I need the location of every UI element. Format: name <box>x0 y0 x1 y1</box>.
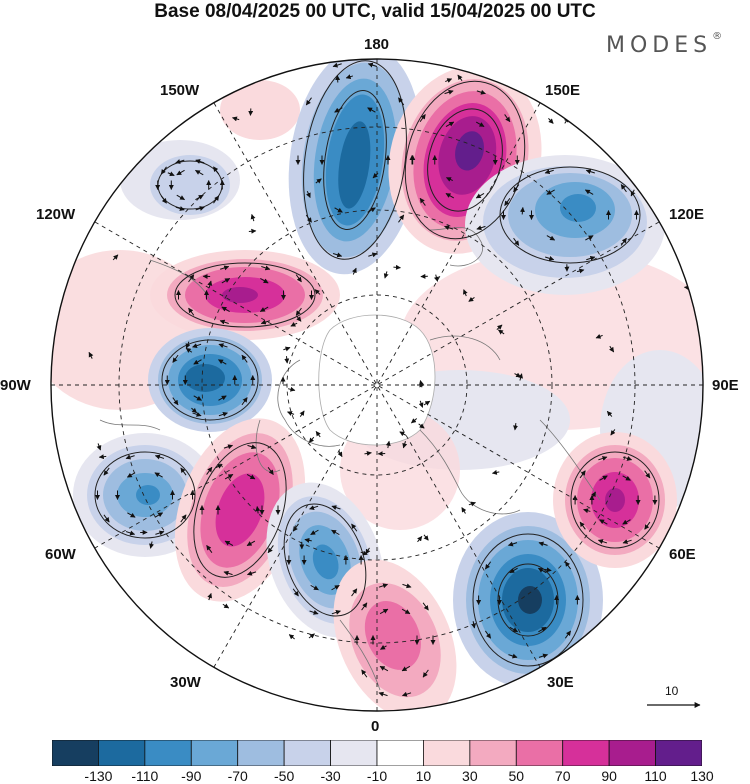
negative-anomaly-150w <box>150 155 230 215</box>
colorbar <box>52 740 702 766</box>
lon-label-0: 0 <box>371 718 379 735</box>
colorbar-swatch <box>470 740 516 766</box>
colorbar-swatch <box>145 740 191 766</box>
lon-label-30w: 30W <box>170 674 201 691</box>
colorbar-tick-label: 10 <box>416 768 432 784</box>
negative-anomaly-90w <box>148 328 272 432</box>
vector-scale-label: 10 <box>665 684 678 698</box>
lon-label-90e: 90E <box>712 377 739 394</box>
colorbar-swatch <box>563 740 609 766</box>
colorbar-swatch <box>377 740 423 766</box>
colorbar-swatch <box>609 740 655 766</box>
wind-vector <box>522 207 523 214</box>
wind-vector <box>249 231 256 232</box>
colorbar-tick-label: -110 <box>131 768 158 784</box>
colorbar-tick-label: -70 <box>228 768 248 784</box>
colorbar-tick-label: 130 <box>690 768 713 784</box>
colorbar-swatch <box>331 740 377 766</box>
colorbar-swatch <box>98 740 144 766</box>
lon-label-90w: 90W <box>0 377 31 394</box>
colorbar-tick-label: -30 <box>320 768 340 784</box>
colorbar-tick-label: 90 <box>601 768 617 784</box>
lon-label-60w: 60W <box>45 546 76 563</box>
lon-label-30e: 30E <box>547 674 574 691</box>
colorbar-tick-label: 50 <box>508 768 524 784</box>
colorbar-tick-label: -90 <box>181 768 201 784</box>
colorbar-tick-label: -130 <box>84 768 112 784</box>
lon-label-150w: 150W <box>160 82 199 99</box>
lon-label-180: 180 <box>364 36 389 53</box>
colorbar-tick-label: 70 <box>555 768 571 784</box>
colorbar-swatch <box>52 740 98 766</box>
wind-vector <box>393 267 400 268</box>
colorbar-swatch <box>191 740 237 766</box>
lon-label-120e: 120E <box>669 206 704 223</box>
colorbar-swatch <box>656 740 702 766</box>
negative-anomaly-120e <box>465 155 665 295</box>
colorbar-tick-label: 30 <box>462 768 478 784</box>
colorbar-tick-label: 110 <box>644 768 666 784</box>
colorbar-swatch <box>423 740 469 766</box>
lon-label-150e: 150E <box>545 82 580 99</box>
colorbar-tick-label: -10 <box>367 768 387 784</box>
colorbar-swatch <box>516 740 562 766</box>
lon-label-60e: 60E <box>669 546 696 563</box>
colorbar-swatch <box>284 740 330 766</box>
lon-label-120w: 120W <box>36 206 75 223</box>
colorbar-swatch <box>238 740 284 766</box>
colorbar-tick-label: -50 <box>274 768 294 784</box>
